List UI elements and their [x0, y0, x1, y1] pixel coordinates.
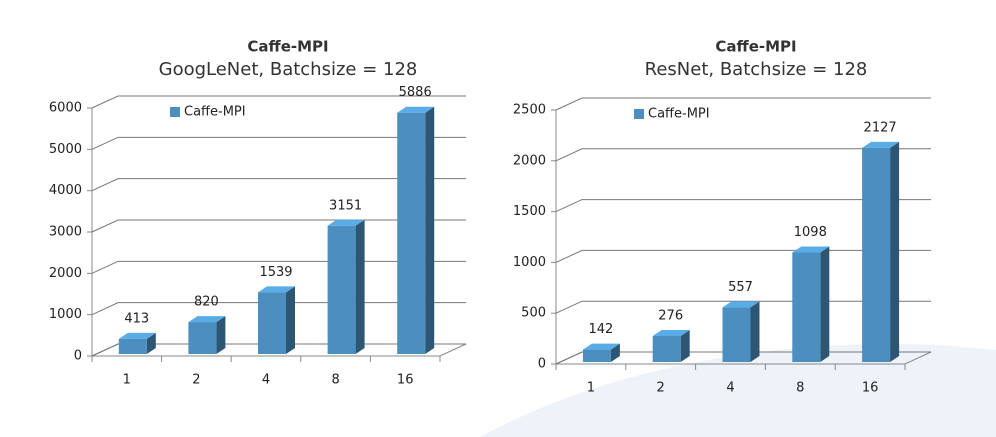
bar-top	[862, 141, 900, 148]
y-tick-label: 500	[521, 306, 546, 321]
chart-title: Caffe-MPI	[247, 38, 328, 56]
data-label: 413	[124, 311, 149, 326]
bar-top	[582, 343, 620, 350]
x-tick-label: 1	[587, 381, 595, 396]
bar-top	[258, 286, 295, 293]
y-tick-label: 4000	[49, 183, 82, 198]
y-tick-label: 1000	[513, 255, 546, 270]
y-tick-label: 6000	[49, 101, 82, 116]
bar-side	[680, 329, 690, 362]
y-tick-label: 2000	[513, 153, 546, 168]
bar	[582, 343, 620, 362]
legend-label: Caffe-MPI	[648, 107, 710, 122]
data-label: 820	[194, 295, 219, 310]
bar-side	[425, 106, 435, 354]
bar-side	[355, 219, 365, 354]
x-tick-label: 2	[657, 381, 665, 396]
bar	[118, 332, 156, 354]
grid-line	[555, 97, 931, 111]
bar-front	[652, 335, 681, 362]
bar	[397, 106, 435, 354]
bar	[258, 286, 295, 354]
legend-swatch	[170, 107, 180, 117]
grid-line	[91, 95, 466, 109]
bar-front	[582, 349, 611, 362]
data-label: 5886	[399, 85, 432, 100]
bar-side	[146, 332, 156, 354]
data-label: 3151	[329, 198, 362, 213]
y-tick-label: 0	[538, 357, 546, 372]
bar	[722, 301, 760, 362]
data-label: 142	[588, 322, 613, 337]
y-tick-label: 1500	[513, 204, 546, 219]
bar-top	[792, 246, 830, 253]
bar-top	[188, 316, 226, 323]
legend-label: Caffe-MPI	[184, 105, 246, 120]
x-tick-label: 2	[192, 373, 200, 388]
x-tick-label: 1	[123, 373, 131, 388]
bar-side	[750, 301, 760, 362]
y-tick-label: 2000	[49, 266, 82, 281]
bar-front	[258, 292, 286, 354]
bar-front	[327, 225, 356, 354]
data-label: 557	[728, 280, 753, 295]
y-tick-label: 1000	[49, 307, 82, 322]
bar-front	[722, 307, 751, 362]
data-label: 1098	[794, 225, 827, 240]
bar-front	[862, 147, 891, 362]
x-tick-label: 16	[862, 381, 879, 396]
y-tick-label: 2500	[513, 103, 546, 118]
y-tick-label: 5000	[49, 142, 82, 157]
data-label: 1539	[259, 265, 292, 280]
y-tick-label: 0	[74, 349, 82, 364]
grid-line	[555, 199, 931, 213]
grid-line	[91, 178, 466, 192]
bar-side	[890, 141, 900, 362]
bar-front	[397, 112, 426, 354]
bar	[862, 141, 900, 362]
grid-line	[91, 136, 466, 150]
grid-line	[555, 148, 931, 162]
bar-side	[216, 316, 226, 354]
background-swoosh	[480, 343, 996, 437]
data-label: 2127	[864, 120, 897, 135]
bar-front	[188, 322, 217, 354]
legend-swatch	[634, 109, 644, 119]
bar-front	[118, 338, 147, 354]
x-tick-label: 8	[331, 373, 339, 388]
bar-top	[722, 301, 760, 308]
x-tick-label: 8	[796, 381, 804, 396]
bar-side	[286, 286, 295, 354]
bar	[327, 219, 365, 354]
bar	[652, 329, 690, 362]
x-tick-label: 4	[262, 373, 270, 388]
chart-subtitle: GoogLeNet, Batchsize = 128	[159, 59, 418, 80]
bar-top	[327, 219, 365, 226]
x-tick-label: 4	[726, 381, 734, 396]
bar-side	[820, 246, 830, 362]
bar-top	[652, 329, 690, 336]
bar-side	[610, 343, 620, 362]
data-label: 276	[658, 308, 683, 323]
x-tick-label: 16	[397, 373, 414, 388]
y-tick-label: 3000	[49, 225, 82, 240]
bar-front	[792, 252, 821, 362]
bar	[792, 246, 830, 362]
bar-top	[397, 106, 435, 113]
chart-subtitle: ResNet, Batchsize = 128	[645, 59, 868, 80]
bar	[188, 316, 226, 354]
bar-top	[118, 332, 156, 339]
chart-title: Caffe-MPI	[715, 38, 796, 56]
